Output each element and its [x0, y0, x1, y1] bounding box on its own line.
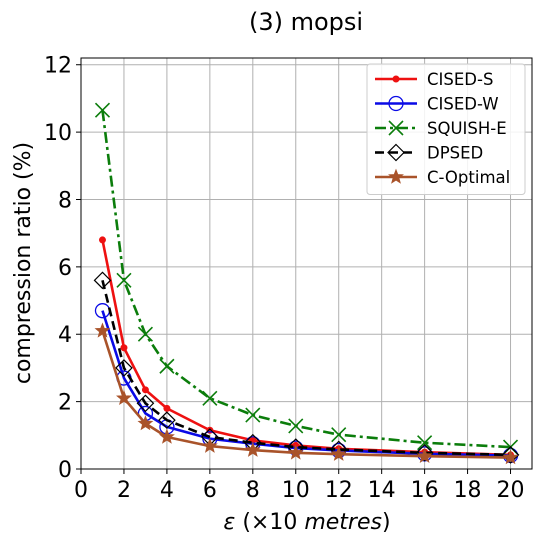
data-point: [137, 415, 154, 431]
y-tick-label: 6: [58, 256, 72, 281]
x-tick-label: 16: [411, 478, 439, 503]
legend-label: C-Optimal: [427, 168, 510, 187]
x-axis-label-close: ): [382, 510, 391, 535]
data-point: [201, 437, 218, 453]
legend-label: CISED-W: [427, 95, 499, 114]
data-point: [287, 444, 304, 460]
data-point: [417, 435, 433, 451]
x-tick-label: 8: [246, 478, 260, 503]
legend-item: CISED-W: [375, 95, 499, 114]
legend-item: C-Optimal: [375, 168, 510, 187]
data-point: [120, 344, 128, 352]
data-point: [158, 411, 176, 430]
y-tick-label: 8: [58, 188, 72, 213]
series-line: [101, 280, 511, 457]
series-dpsed: [93, 271, 520, 464]
data-point: [288, 418, 304, 434]
data-point: [94, 322, 111, 338]
data-point: [141, 386, 149, 394]
x-tick-label: 12: [325, 478, 353, 503]
legend-item: CISED-S: [375, 70, 493, 89]
series-line: [101, 239, 511, 457]
data-point: [202, 390, 218, 406]
legend-item: DPSED: [375, 144, 483, 163]
data-point: [115, 359, 133, 377]
data-point: [98, 236, 106, 244]
data-point: [245, 407, 261, 423]
data-point: [502, 449, 519, 465]
data-point: [501, 446, 520, 464]
legend-item: SQUISH-E: [375, 119, 507, 138]
legend-marker: [388, 168, 404, 184]
y-tick-label: 10: [44, 121, 72, 146]
y-axis-label: compression ratio (%): [11, 142, 36, 384]
series-line: [101, 110, 511, 449]
x-axis-label: ε (×10 metres): [223, 510, 390, 535]
y-tick-label: 12: [44, 54, 72, 79]
legend-marker: [388, 120, 404, 136]
data-point: [330, 445, 347, 461]
data-point: [244, 441, 261, 457]
data-point: [331, 427, 347, 443]
data-point: [94, 102, 111, 118]
legend-label: CISED-S: [427, 70, 493, 89]
data-point: [159, 358, 175, 374]
x-tick-label: 18: [454, 478, 482, 503]
legend-marker: [388, 95, 404, 112]
legend-marker: [392, 75, 400, 83]
x-tick-label: 0: [74, 478, 88, 503]
data-point: [116, 389, 132, 405]
legend-label: SQUISH-E: [427, 119, 507, 138]
x-tick-label: 10: [282, 478, 310, 503]
data-point: [116, 272, 132, 288]
series-cised-w: [94, 303, 519, 464]
data-point: [93, 271, 112, 290]
chart-title: (3) mopsi: [249, 8, 363, 36]
x-axis-label-unit: metres: [304, 510, 382, 535]
data-point: [416, 447, 433, 463]
series-line: [101, 330, 511, 459]
legend-label: DPSED: [427, 144, 483, 163]
series-cised-s: [98, 236, 515, 459]
data-point: [136, 394, 155, 413]
y-tick-label: 4: [58, 323, 72, 348]
plot-frame: [80, 57, 533, 470]
series-layer: [93, 102, 520, 465]
x-tick-label: 14: [368, 478, 396, 503]
x-tick-label: 6: [203, 478, 217, 503]
y-tick-label: 0: [58, 458, 72, 483]
x-axis-label-text: (×10: [235, 510, 304, 535]
x-tick-label: 2: [117, 478, 131, 503]
data-point: [163, 404, 171, 412]
data-point: [158, 428, 175, 444]
x-axis-label-symbol: ε: [223, 510, 235, 535]
legend-box: [366, 63, 526, 195]
axis-ticks: 0 2 4 6 8 10 12 14 16 18 20 0 2 4 6 8 10 12: [44, 54, 525, 503]
series-line: [101, 310, 511, 457]
x-tick-label: 4: [160, 478, 174, 503]
legend: CISED-S CISED-W SQUISH-E DPSED C-Optimal: [366, 63, 526, 195]
y-tick-label: 2: [58, 391, 72, 416]
series-c-optimal: [94, 322, 519, 465]
data-point: [137, 326, 153, 342]
data-point: [415, 443, 434, 462]
x-tick-label: 20: [497, 478, 525, 503]
legend-marker: [387, 143, 405, 162]
